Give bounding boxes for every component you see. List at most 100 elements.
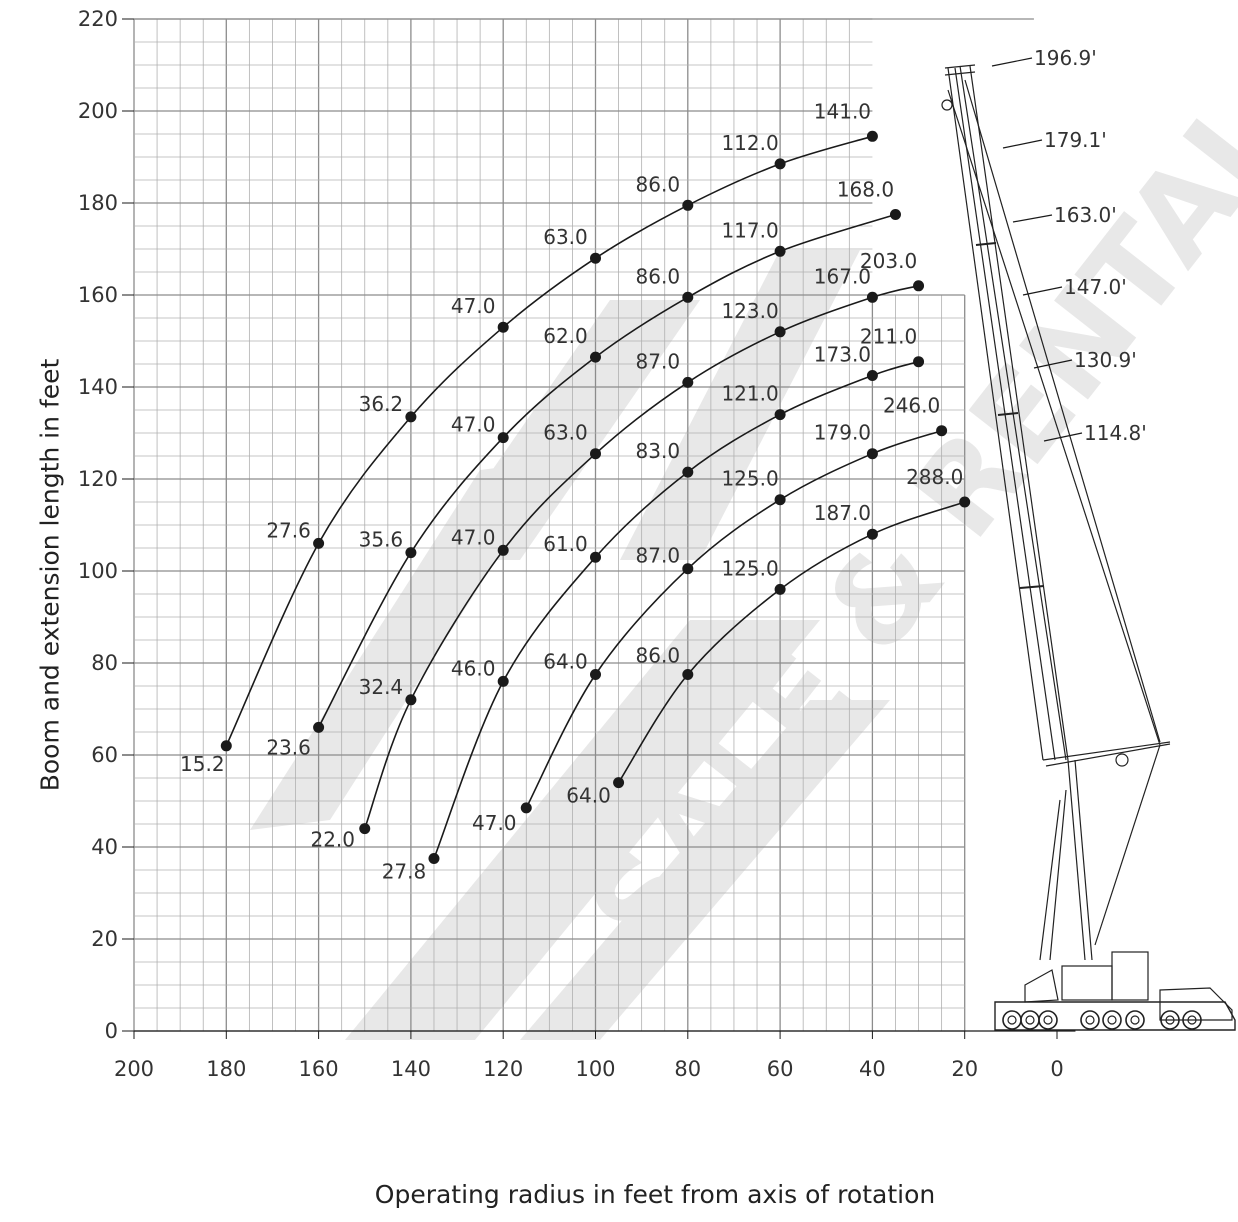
data-point [913, 356, 924, 367]
data-point [613, 777, 624, 788]
crane-part [1062, 966, 1112, 1000]
boom-length-label: 179.1' [1044, 128, 1107, 152]
x-tick-label: 200 [114, 1057, 154, 1081]
y-tick-label: 80 [91, 651, 118, 675]
y-tick-label: 120 [78, 467, 118, 491]
boom-length-label: 196.9' [1034, 46, 1097, 70]
y-tick-label: 0 [105, 1019, 118, 1043]
crane-wheel [1003, 1011, 1021, 1029]
boom-length-label: 114.8' [1084, 421, 1147, 445]
crane-wheel [1126, 1011, 1144, 1029]
crane-wheel [1081, 1011, 1099, 1029]
data-label: 27.8 [382, 860, 427, 884]
crane-wheel-hub [1008, 1016, 1016, 1024]
x-tick-label: 0 [1050, 1057, 1063, 1081]
data-label: 46.0 [451, 656, 496, 680]
data-label: 168.0 [837, 178, 894, 202]
data-label: 86.0 [636, 644, 681, 668]
x-tick-label: 100 [575, 1057, 615, 1081]
data-point [428, 853, 439, 864]
data-point [498, 676, 509, 687]
crane-part [1116, 754, 1128, 766]
x-tick-label: 180 [206, 1057, 246, 1081]
data-point [936, 425, 947, 436]
data-label: 211.0 [860, 325, 917, 349]
data-label: 123.0 [721, 299, 778, 323]
data-label: 86.0 [636, 264, 681, 288]
data-label: 87.0 [636, 349, 681, 373]
data-point [590, 552, 601, 563]
boom-label-leader [1003, 140, 1042, 148]
y-tick-label: 140 [78, 375, 118, 399]
data-point [313, 538, 324, 549]
data-label: 187.0 [814, 501, 871, 525]
x-tick-label: 160 [299, 1057, 339, 1081]
data-point [590, 669, 601, 680]
data-point [867, 370, 878, 381]
data-point [775, 158, 786, 169]
data-label: 64.0 [566, 784, 611, 808]
data-label: 35.6 [359, 528, 404, 552]
y-tick-label: 40 [91, 835, 118, 859]
crane-part [1043, 742, 1170, 760]
x-tick-label: 20 [951, 1057, 978, 1081]
data-label: 288.0 [906, 465, 963, 489]
x-tick-label: 60 [767, 1057, 794, 1081]
data-point [359, 823, 370, 834]
crane-part [1112, 952, 1148, 1000]
crane-wheel [1039, 1011, 1057, 1029]
data-label: 63.0 [543, 225, 588, 249]
data-label: 121.0 [721, 382, 778, 406]
data-label: 15.2 [180, 752, 225, 776]
y-tick-label: 100 [78, 559, 118, 583]
data-label: 36.2 [359, 392, 404, 416]
data-label: 83.0 [636, 439, 681, 463]
data-point [405, 547, 416, 558]
boom-label-leader [1013, 215, 1052, 222]
data-label: 27.6 [266, 518, 311, 542]
crane-wheel [1021, 1011, 1039, 1029]
crane-part [1095, 745, 1160, 945]
y-tick-label: 20 [91, 927, 118, 951]
data-label: 47.0 [451, 413, 496, 437]
crane-part [1020, 586, 1044, 588]
data-point [913, 280, 924, 291]
data-point [890, 209, 901, 220]
crane-wheel [1103, 1011, 1121, 1029]
x-axis-label: Operating radius in feet from axis of ro… [0, 1180, 1238, 1209]
data-point [313, 722, 324, 733]
data-label: 112.0 [721, 131, 778, 155]
data-label: 23.6 [266, 735, 311, 759]
data-label: 32.4 [359, 675, 404, 699]
data-label: 141.0 [814, 99, 871, 123]
data-point [775, 584, 786, 595]
data-label: 47.0 [451, 294, 496, 318]
crane-part [1075, 760, 1092, 960]
crane-wheel-hub [1108, 1016, 1116, 1024]
data-point [405, 694, 416, 705]
data-label: 179.0 [814, 421, 871, 445]
data-point [590, 253, 601, 264]
data-point [405, 411, 416, 422]
crane-wheel-hub [1086, 1016, 1094, 1024]
data-point [867, 292, 878, 303]
data-label: 86.0 [636, 172, 681, 196]
data-point [775, 494, 786, 505]
boom-label-leader [992, 58, 1032, 66]
data-point [221, 740, 232, 751]
boom-length-label: 130.9' [1074, 348, 1137, 372]
data-label: 47.0 [472, 811, 517, 835]
data-point [682, 200, 693, 211]
boom-length-label: 163.0' [1054, 203, 1117, 227]
boom-length-label: 147.0' [1064, 275, 1127, 299]
data-point [498, 432, 509, 443]
data-label: 22.0 [310, 828, 355, 852]
data-point [682, 467, 693, 478]
data-point [959, 497, 970, 508]
y-tick-label: 180 [78, 191, 118, 215]
data-point [498, 545, 509, 556]
data-point [590, 352, 601, 363]
data-label: 64.0 [543, 650, 588, 674]
